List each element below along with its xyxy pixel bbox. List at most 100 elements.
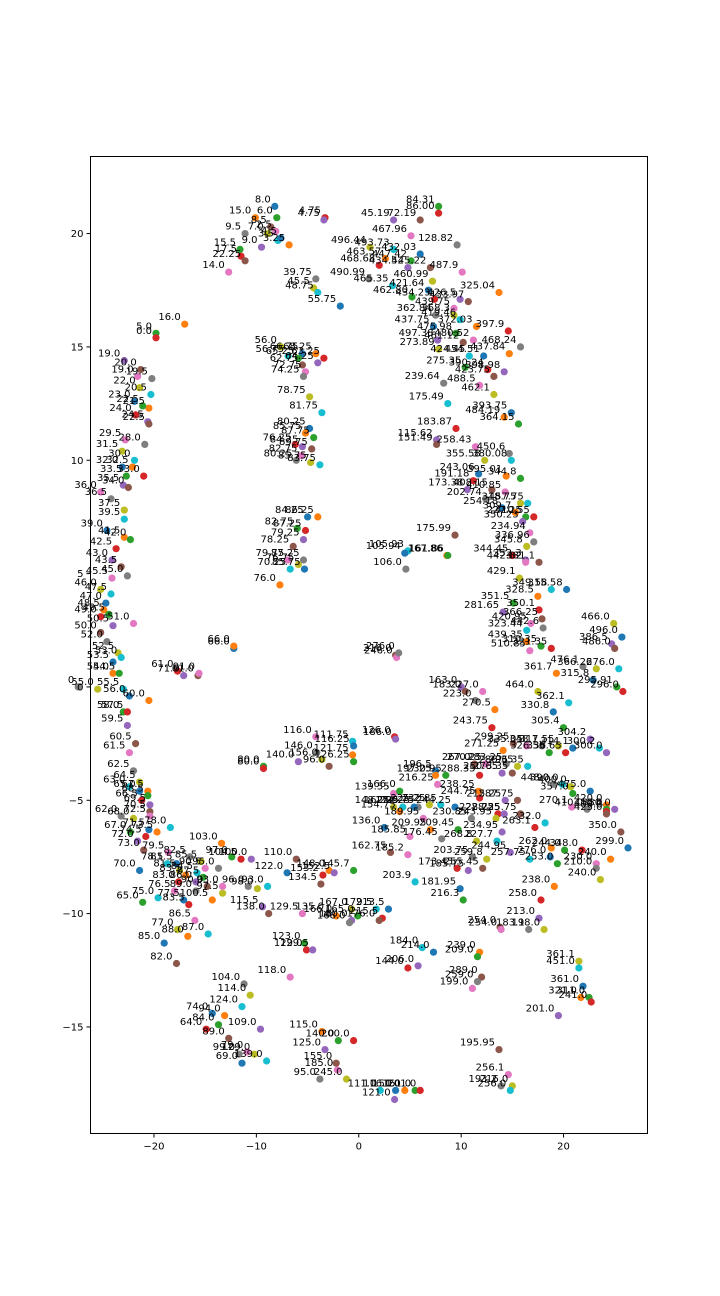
data-point bbox=[108, 556, 116, 564]
data-point bbox=[294, 758, 302, 766]
data-point bbox=[430, 295, 439, 303]
point-label: 213.0 bbox=[506, 906, 535, 917]
data-point bbox=[136, 866, 144, 875]
point-label: 214.0 bbox=[401, 940, 430, 951]
data-point bbox=[214, 864, 223, 872]
data-point bbox=[191, 916, 199, 925]
point-label: 451.0 bbox=[546, 956, 575, 967]
point-label: 33.5 bbox=[100, 464, 122, 475]
point-label: 51.0 bbox=[107, 612, 129, 623]
data-point bbox=[146, 812, 154, 820]
data-point bbox=[442, 771, 450, 779]
point-label: 270.5 bbox=[462, 698, 491, 709]
data-point bbox=[476, 794, 484, 802]
data-point bbox=[372, 905, 380, 913]
data-point bbox=[618, 633, 626, 641]
point-label: 259.0 bbox=[445, 970, 474, 981]
point-label: 181.95 bbox=[421, 877, 456, 888]
data-point bbox=[100, 606, 108, 614]
data-point bbox=[552, 669, 561, 677]
point-label: 420.0 bbox=[574, 793, 603, 804]
point-label: 81.5 bbox=[150, 852, 172, 863]
data-point bbox=[459, 896, 467, 904]
data-point bbox=[202, 1025, 210, 1033]
point-label: 283.25 bbox=[467, 752, 502, 763]
point-label: 202.74 bbox=[447, 487, 482, 498]
point-label: 49.5 bbox=[83, 602, 105, 613]
data-point bbox=[438, 835, 446, 843]
data-point bbox=[540, 925, 548, 934]
data-point bbox=[452, 329, 460, 337]
point-label: 115.62 bbox=[398, 428, 433, 439]
data-point bbox=[192, 878, 200, 886]
point-label: 398.98 bbox=[465, 360, 500, 371]
point-label: 22.5 bbox=[123, 412, 145, 423]
data-point bbox=[454, 826, 462, 834]
point-label: 256.0 bbox=[478, 1078, 507, 1089]
data-point bbox=[615, 665, 623, 673]
x-tick-label: −20 bbox=[143, 1142, 164, 1153]
data-point bbox=[424, 286, 432, 294]
point-label: 243.95 bbox=[457, 806, 492, 817]
data-point bbox=[298, 361, 306, 369]
point-label: 56.0 bbox=[255, 335, 277, 346]
data-point bbox=[602, 749, 611, 757]
point-label: 311.0 bbox=[556, 986, 585, 997]
data-point bbox=[514, 420, 523, 428]
point-label: 216.0 bbox=[480, 1074, 509, 1085]
point-label: 121.75 bbox=[314, 743, 349, 754]
point-label: 351.5 bbox=[481, 591, 510, 602]
point-label: 216.3 bbox=[431, 888, 460, 899]
data-point bbox=[298, 910, 306, 918]
data-point bbox=[549, 708, 557, 716]
point-label: 400.0 bbox=[538, 775, 567, 786]
data-point bbox=[132, 411, 140, 419]
data-point bbox=[173, 667, 182, 675]
data-point bbox=[516, 474, 525, 482]
data-point bbox=[120, 356, 128, 365]
data-point bbox=[468, 853, 476, 861]
point-label: 381.1 bbox=[506, 550, 535, 561]
point-label: 47.5 bbox=[85, 582, 107, 593]
point-label: 175.99 bbox=[416, 523, 451, 534]
point-label: 321.0 bbox=[548, 986, 577, 997]
point-label: 85.75 bbox=[273, 421, 302, 432]
data-point bbox=[404, 264, 412, 272]
data-point bbox=[475, 470, 483, 478]
point-label: 215.5 bbox=[350, 906, 379, 917]
point-label: 60.5 bbox=[109, 732, 131, 743]
point-label: 173.45 bbox=[418, 856, 453, 867]
point-label: 55.5 bbox=[97, 677, 119, 688]
point-label: 372.03 bbox=[438, 315, 473, 326]
point-label: 239.0 bbox=[447, 940, 476, 951]
point-label: 227.0 bbox=[450, 680, 479, 691]
point-label: 465.35 bbox=[354, 274, 389, 285]
point-label: 6.0 bbox=[257, 206, 273, 217]
data-point bbox=[350, 758, 358, 766]
data-point bbox=[302, 946, 311, 954]
point-label: 281.65 bbox=[464, 600, 499, 611]
data-point bbox=[545, 749, 553, 757]
point-label: 45.5 bbox=[287, 276, 309, 287]
data-point bbox=[534, 687, 542, 696]
data-point bbox=[402, 565, 410, 573]
data-point bbox=[395, 649, 403, 657]
data-point bbox=[411, 878, 419, 886]
data-point bbox=[467, 814, 475, 823]
data-point bbox=[297, 452, 305, 460]
point-label: 245.0 bbox=[314, 1067, 343, 1078]
data-point bbox=[450, 304, 458, 312]
point-label: 462.80 bbox=[373, 285, 408, 296]
point-label: 206.0 bbox=[385, 954, 414, 965]
data-point bbox=[523, 542, 531, 551]
point-label: 32.5 bbox=[106, 455, 128, 466]
point-label: 65.25 bbox=[266, 346, 295, 357]
x-tick-label: 10 bbox=[455, 1142, 468, 1153]
point-label: 85.75 bbox=[278, 451, 307, 462]
point-label: 270.25 bbox=[447, 752, 482, 763]
point-label: 43.0 bbox=[86, 548, 108, 559]
data-point bbox=[602, 810, 611, 818]
point-label: 193.2 bbox=[468, 1074, 497, 1085]
data-point bbox=[406, 832, 414, 841]
data-point bbox=[619, 687, 627, 696]
